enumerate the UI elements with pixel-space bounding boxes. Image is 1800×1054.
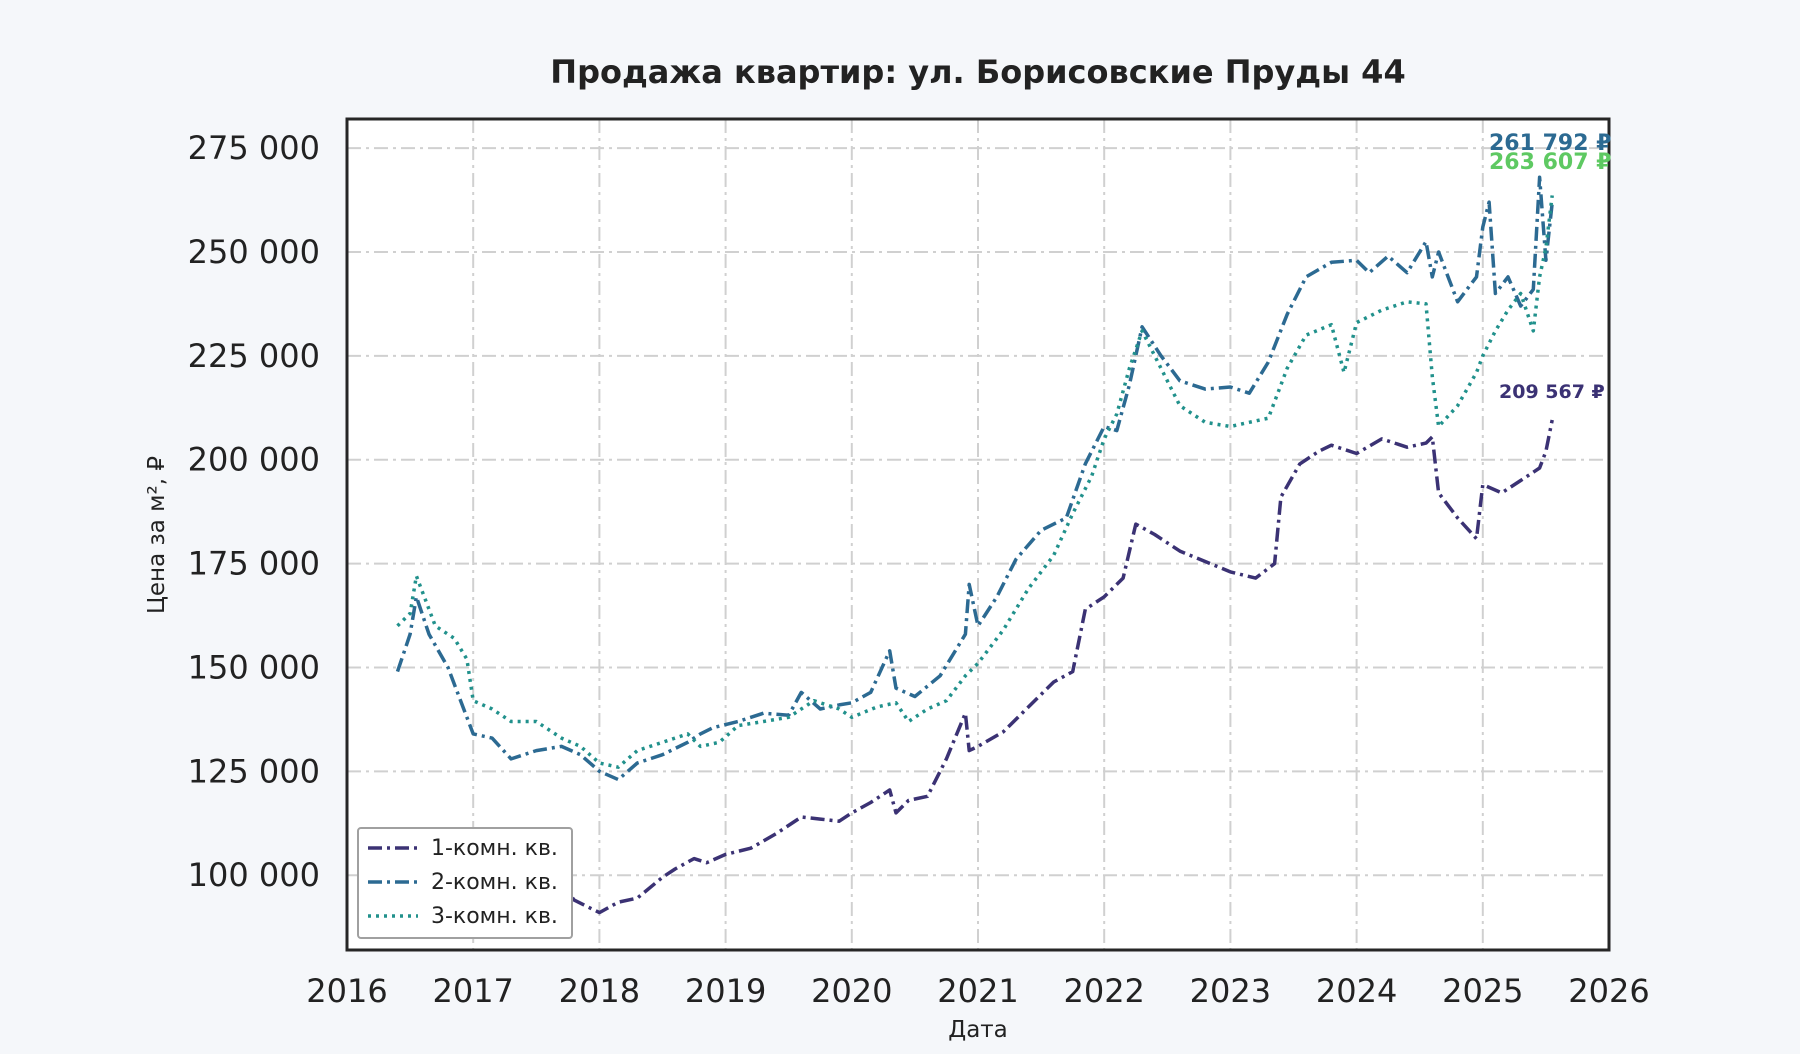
- x-tick-label: 2023: [1190, 972, 1271, 1010]
- x-axis-label: Дата: [948, 1017, 1008, 1043]
- x-tick-label: 2019: [685, 972, 766, 1010]
- x-tick-label: 2022: [1063, 972, 1144, 1010]
- series-line-3: [396, 195, 1554, 769]
- x-tick-label: 2025: [1442, 972, 1523, 1010]
- y-tick-label: 125 000: [188, 752, 320, 790]
- y-tick-label: 275 000: [188, 129, 320, 167]
- y-tick-label: 100 000: [188, 856, 320, 894]
- y-tick-label: 175 000: [188, 545, 320, 583]
- end-value-label-1: 209 567 ₽: [1499, 381, 1605, 403]
- legend: 1-комн. кв. 2-комн. кв. 3-комн. кв.: [357, 827, 573, 939]
- chart-title: Продажа квартир: ул. Борисовские Пруды 4…: [550, 53, 1405, 91]
- end-labels: 209 567 ₽ 261 792 ₽263 607 ₽: [1489, 131, 1611, 403]
- x-tick-label: 2018: [559, 972, 640, 1010]
- plot-frame: [345, 117, 1611, 952]
- legend-label-3: 3-комн. кв.: [431, 904, 558, 929]
- grid-lines: [347, 119, 1609, 950]
- legend-label-2: 2-комн. кв.: [431, 870, 558, 895]
- y-tick-label: 225 000: [188, 337, 320, 375]
- x-tick-label: 2020: [811, 972, 892, 1010]
- series-line-1: [397, 419, 1554, 915]
- series-line-2: [395, 175, 1554, 782]
- x-tick-label: 2026: [1568, 972, 1649, 1010]
- x-tick-label: 2016: [306, 972, 387, 1010]
- legend-box: [357, 827, 573, 939]
- legend-label-1: 1-комн. кв.: [431, 836, 558, 861]
- end-value-label-3: 263 607 ₽: [1489, 150, 1611, 175]
- y-axis-label: Цена за м², ₽: [144, 456, 170, 614]
- series-layer: [395, 175, 1554, 915]
- x-tick-label: 2024: [1316, 972, 1397, 1010]
- y-tick-label: 200 000: [188, 441, 320, 479]
- y-tick-label: 150 000: [188, 648, 320, 686]
- x-tick-label: 2021: [937, 972, 1018, 1010]
- y-tick-label: 250 000: [188, 233, 320, 271]
- y-axis: 100 000 125 000 150 000 175 000 200 000 225 0…: [188, 129, 320, 894]
- x-tick-label: 2017: [432, 972, 513, 1010]
- end-value-label-2: 261 792 ₽: [1489, 131, 1611, 156]
- x-axis: 2016 2017 2018 2019 2020 2021 2022 2023 2024 2025…: [306, 972, 1649, 1010]
